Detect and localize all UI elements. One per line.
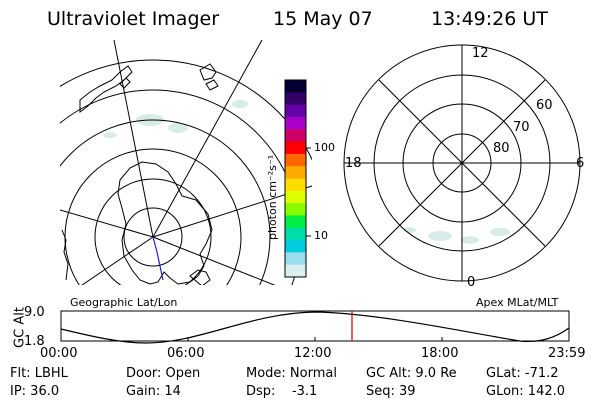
colorbar-segment: [285, 153, 306, 167]
longitude-lines: [60, 40, 312, 285]
magnetic-polar-plot: [343, 44, 581, 282]
color-bar: [284, 79, 311, 278]
colorbar-segment: [285, 104, 306, 118]
colorbar-segment: [285, 80, 306, 93]
colorbar-segment: [285, 178, 306, 192]
info-filter: Flt: LBHL: [10, 366, 68, 381]
mlt-label-18: 18: [345, 156, 362, 171]
colorbar-segment: [285, 116, 306, 130]
info-gc-alt: GC Alt: 9.0 Re: [366, 366, 457, 381]
info-ip: IP: 36.0: [10, 384, 60, 399]
altitude-xtick-2359: 23:59: [548, 346, 586, 361]
orbit-track: [152, 236, 164, 281]
colorbar-segment: [285, 203, 306, 216]
info-seq: Seq: 39: [366, 384, 416, 399]
altitude-xtick-1800: 18:00: [421, 346, 459, 361]
date-label: 15 May 07: [273, 8, 373, 30]
colorbar-segment: [285, 141, 306, 155]
info-glat: GLat: -71.2: [486, 366, 559, 381]
altitude-xtick-1200: 12:00: [294, 346, 332, 361]
colorbar-label-100: 100: [314, 141, 335, 154]
instrument-title: Ultraviolet Imager: [47, 8, 220, 30]
aurora-emission-right: [404, 227, 510, 244]
altitude-xtick-0000: 00:00: [40, 346, 78, 361]
altitude-ytick-min: 1.8: [24, 334, 45, 349]
info-gain: Gain: 14: [126, 384, 181, 399]
mlat-label-70: 70: [513, 120, 530, 135]
colorbar-segment: [285, 240, 306, 253]
colorbar-segment: [285, 252, 306, 266]
mlt-label-12: 12: [472, 46, 489, 61]
altitude-ytick-max: 9.0: [24, 305, 45, 320]
mlt-label-6: 6: [576, 156, 585, 171]
altitude-plot: [60, 310, 570, 344]
time-label: 13:49:26 UT: [431, 8, 548, 30]
mlat-label-80: 80: [493, 141, 510, 156]
colorbar-segment: [285, 227, 306, 241]
altitude-xtick-0600: 06:00: [167, 346, 205, 361]
colorbar-segment: [285, 92, 306, 106]
info-glon: GLon: 142.0: [486, 384, 566, 399]
colorbar-segment: [285, 264, 306, 278]
mlt-label-0: 0: [467, 275, 476, 290]
colorbar-label-10: 10: [314, 229, 328, 242]
geographic-map-label: Geographic Lat/Lon: [70, 296, 178, 309]
colorbar-unit-label: photon cm⁻²s⁻¹: [266, 154, 279, 240]
colorbar-segment: [285, 215, 306, 229]
latitude-circles: [60, 59, 312, 285]
aurora-emission-left: [103, 100, 248, 138]
colorbar-segment: [285, 190, 306, 204]
colorbar-segment: [285, 129, 306, 143]
info-mode: Mode: Normal: [246, 366, 337, 381]
info-dsp: Dsp: -3.1: [246, 384, 318, 399]
mlat-label-60: 60: [536, 98, 553, 113]
colorbar-segment: [285, 166, 306, 179]
altitude-curve: [60, 311, 570, 344]
magnetic-map-label: Apex MLat/MLT: [476, 296, 559, 309]
geographic-map: [60, 40, 312, 285]
info-door: Door: Open: [126, 366, 201, 381]
coastlines: [61, 63, 219, 285]
